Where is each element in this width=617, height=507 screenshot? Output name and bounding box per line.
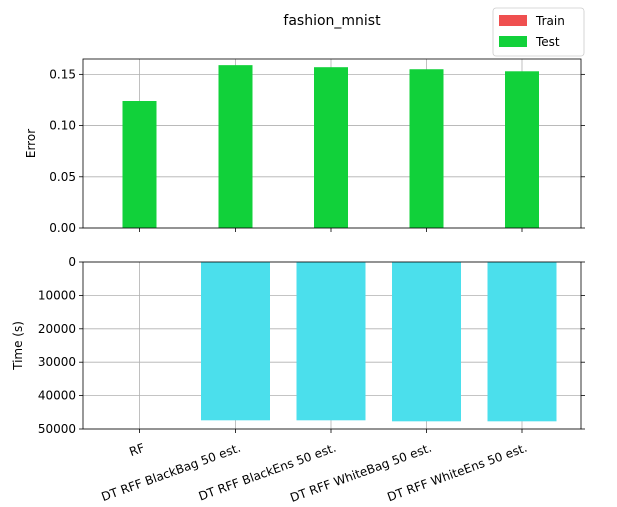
time-axis-label: Time (s) — [11, 321, 25, 371]
x-tick-label: RF — [127, 441, 146, 459]
bar-test-1 — [218, 65, 253, 229]
chart-title: fashion_mnist — [283, 13, 381, 29]
bar-time-4 — [487, 262, 557, 422]
y-tick-label: 0.05 — [49, 170, 76, 184]
y-tick-label: 10000 — [38, 288, 76, 302]
legend-label-test: Test — [535, 35, 560, 49]
bar-time-1 — [201, 262, 270, 421]
legend-swatch-train — [499, 15, 527, 26]
y-tick-label: 50000 — [38, 422, 76, 436]
legend: Train Test — [492, 7, 585, 57]
y-tick-label: 30000 — [38, 355, 76, 369]
y-tick-label: 0 — [68, 255, 76, 269]
error-axes: 0.00 0.05 0.10 0.15 — [49, 58, 585, 235]
y-tick-label: 0.10 — [49, 119, 76, 133]
y-tick-label: 0.00 — [49, 221, 76, 235]
bar-test-4 — [505, 71, 539, 228]
bar-time-3 — [392, 262, 461, 422]
y-tick-label: 40000 — [38, 389, 76, 403]
bar-time-2 — [296, 262, 366, 421]
axes-frame — [82, 58, 582, 229]
error-axis-label: Error — [24, 129, 38, 158]
bar-test-3 — [409, 69, 444, 228]
legend-swatch-test — [499, 36, 527, 47]
bar-test-0 — [122, 100, 157, 228]
y-tick-label: 20000 — [38, 322, 76, 336]
legend-label-train: Train — [535, 14, 565, 28]
axes-frame — [82, 261, 582, 430]
y-tick-label: 0.15 — [49, 67, 76, 81]
bar-test-2 — [314, 67, 348, 228]
